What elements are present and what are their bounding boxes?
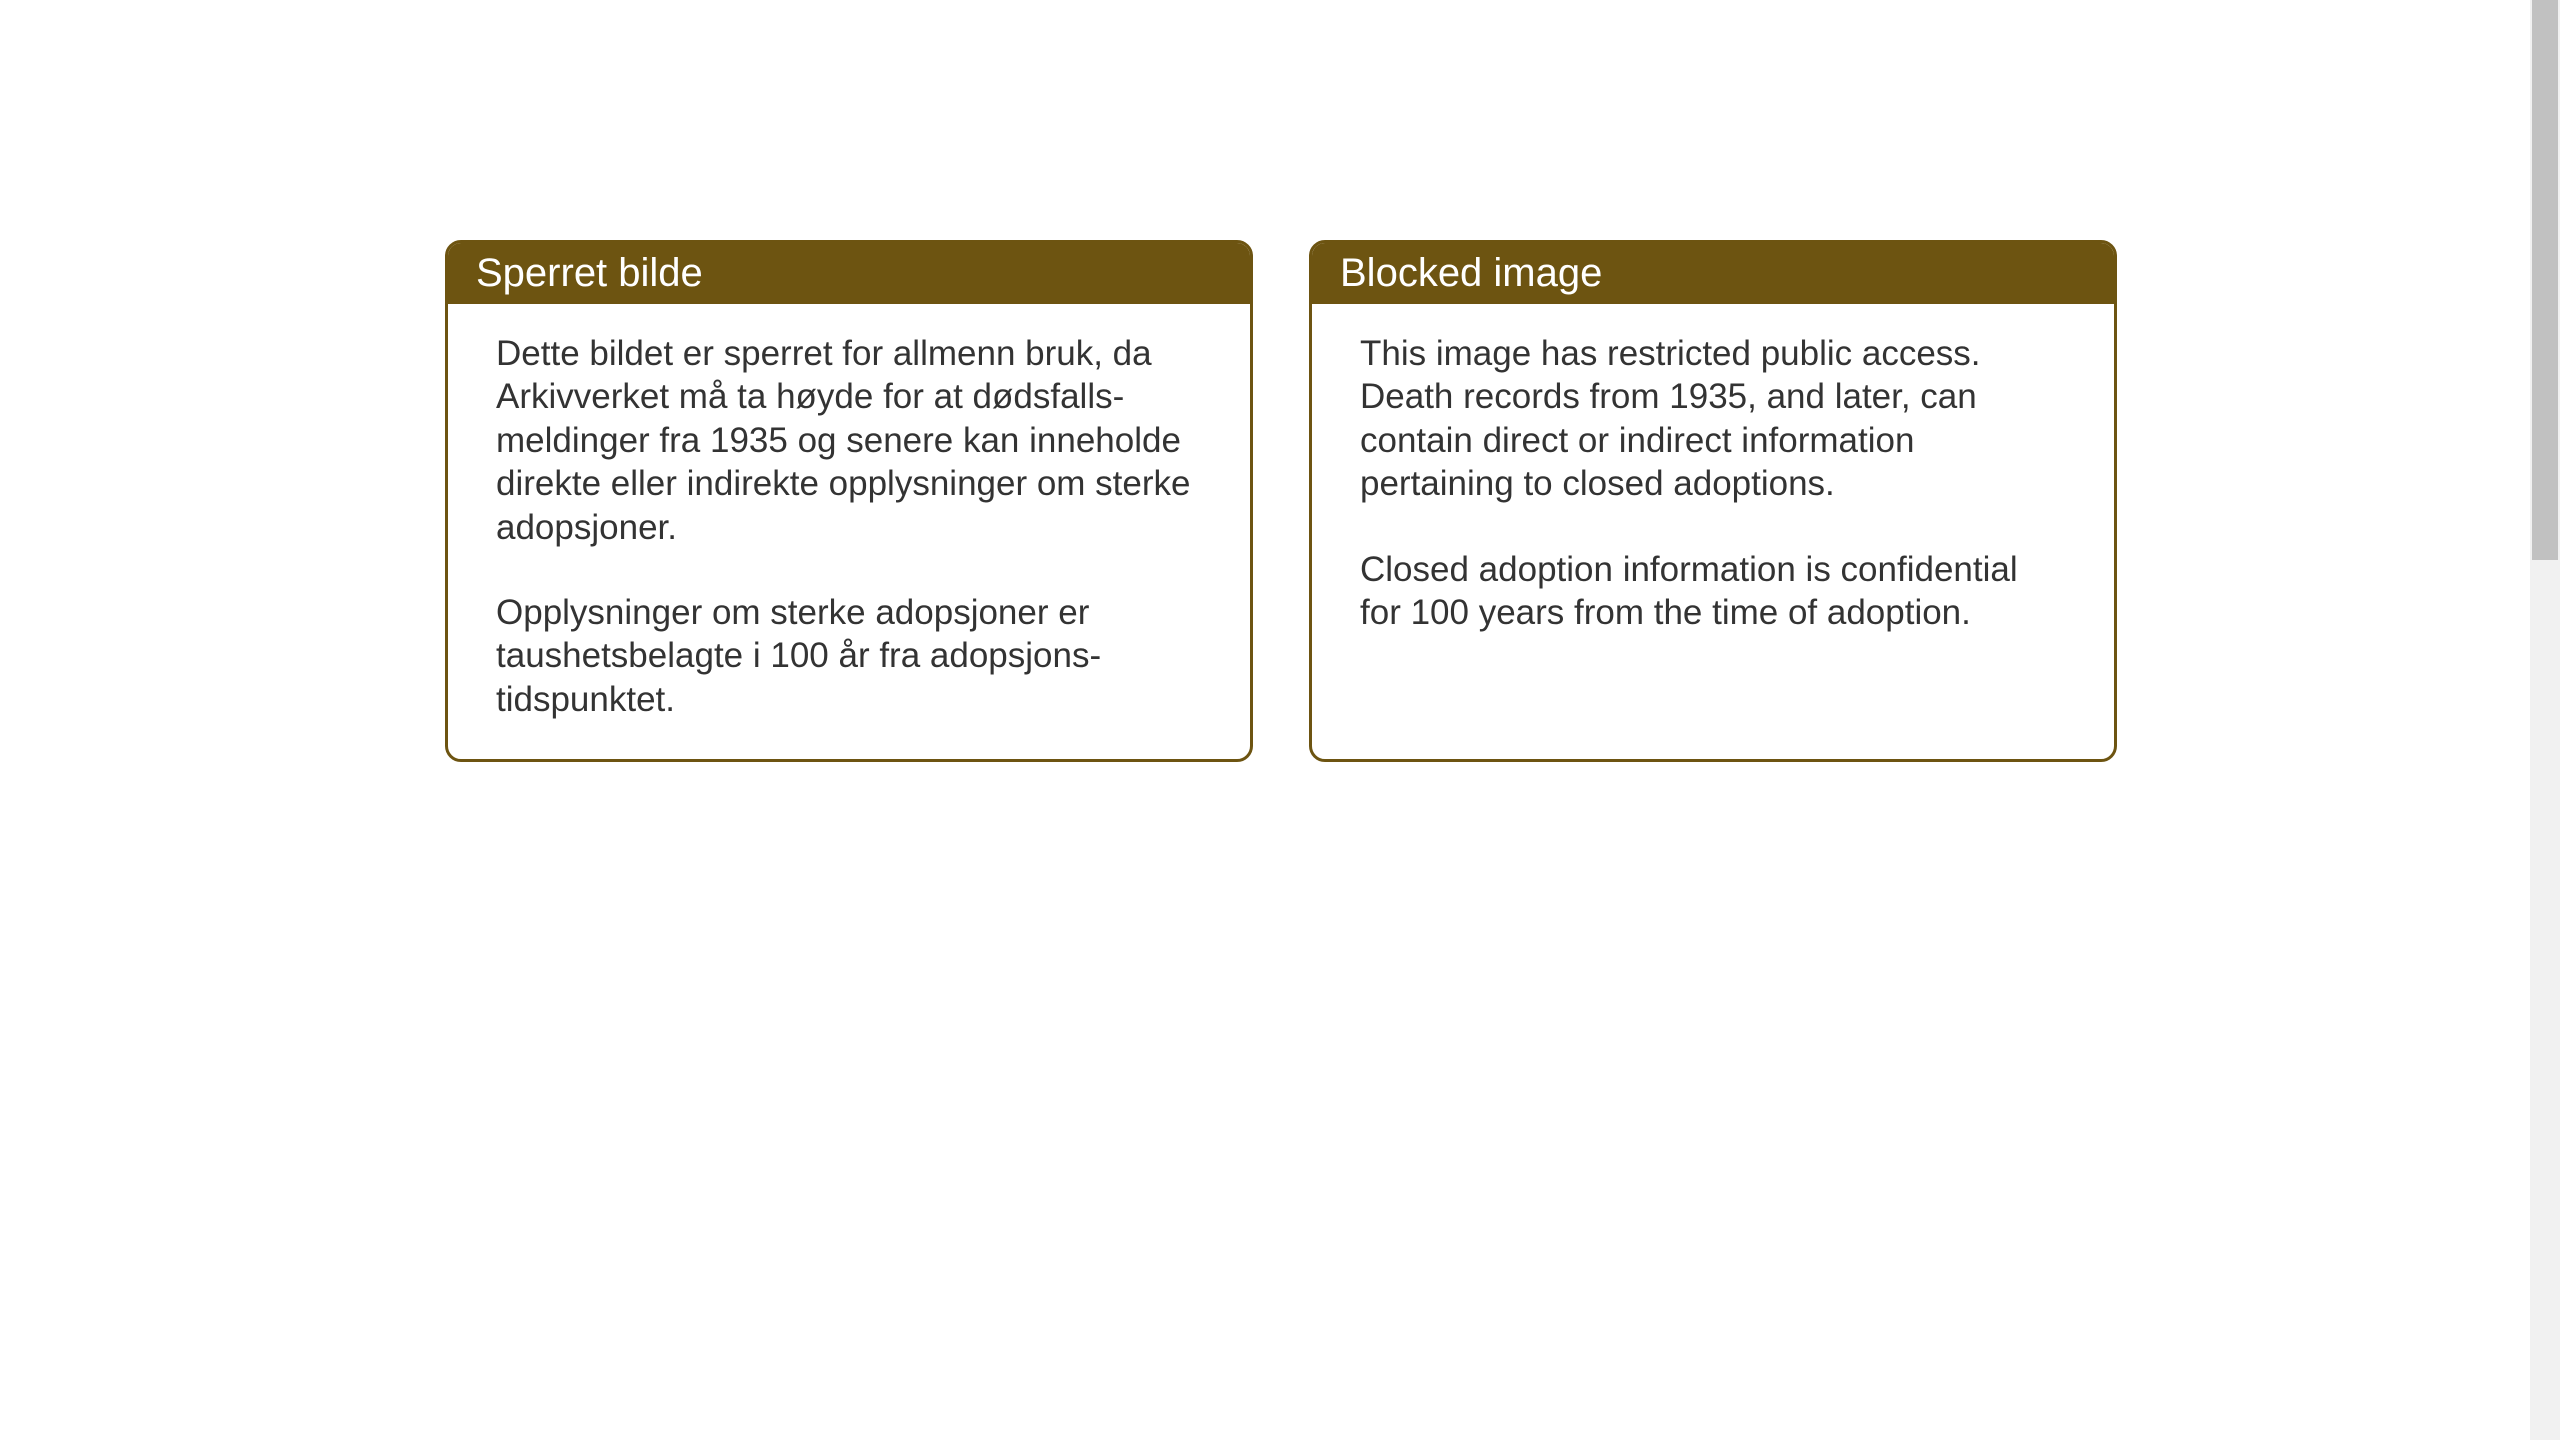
card-header-norwegian: Sperret bilde [448,243,1250,304]
card-body-english: This image has restricted public access.… [1312,304,2114,672]
notice-paragraph: Opplysninger om sterke adopsjoner er tau… [496,591,1202,721]
notice-paragraph: Closed adoption information is confident… [1360,548,2066,635]
scrollbar-thumb[interactable] [2532,0,2558,560]
notice-paragraph: This image has restricted public access.… [1360,332,2066,506]
card-body-norwegian: Dette bildet er sperret for allmenn bruk… [448,304,1250,759]
notice-paragraph: Dette bildet er sperret for allmenn bruk… [496,332,1202,549]
vertical-scrollbar[interactable] [2530,0,2560,1440]
card-header-english: Blocked image [1312,243,2114,304]
notice-container: Sperret bilde Dette bildet er sperret fo… [445,240,2117,762]
notice-card-english: Blocked image This image has restricted … [1309,240,2117,762]
notice-card-norwegian: Sperret bilde Dette bildet er sperret fo… [445,240,1253,762]
